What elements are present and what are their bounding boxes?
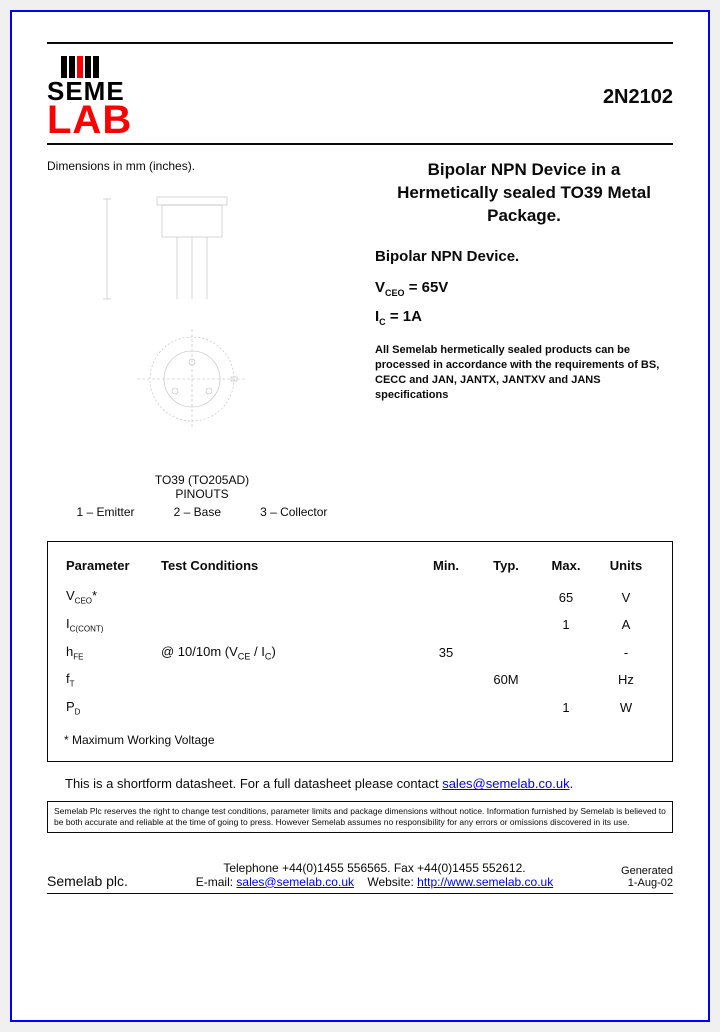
cell-cond (159, 611, 416, 639)
table-row: IC(CONT) 1A (64, 611, 656, 639)
cell-units: - (596, 639, 656, 667)
col-units: Units (596, 554, 656, 583)
cell-typ (476, 694, 536, 722)
cell-param: fT (64, 666, 159, 694)
datasheet-page: SEME LAB 2N2102 Dimensions in mm (inches… (10, 10, 710, 1022)
table-header-row: Parameter Test Conditions Min. Typ. Max.… (64, 554, 656, 583)
cell-min: 35 (416, 639, 476, 667)
pinouts-title: TO39 (TO205AD) PINOUTS (47, 473, 357, 501)
col-conditions: Test Conditions (159, 554, 416, 583)
table-row: hFE@ 10/10m (VCE / IC)35 - (64, 639, 656, 667)
cell-cond (159, 694, 416, 722)
mechanical-column: Dimensions in mm (inches). (47, 159, 357, 519)
pinouts-line1: TO39 (TO205AD) (47, 473, 357, 487)
cell-typ (476, 583, 536, 611)
shortform-email-link[interactable]: sales@semelab.co.uk (442, 776, 569, 791)
cell-cond (159, 666, 416, 694)
cell-min (416, 583, 476, 611)
pinouts-row: 1 – Emitter 2 – Base 3 – Collector (47, 505, 357, 519)
cell-typ: 60M (476, 666, 536, 694)
vceo-line: VCEO = 65V (375, 279, 673, 298)
pin-2: 2 – Base (174, 505, 221, 519)
package-drawing-icon (47, 179, 317, 459)
shortform-text-before: This is a shortform datasheet. For a ful… (65, 776, 442, 791)
footer-phone: Telephone +44(0)1455 556565. Fax +44(0)1… (128, 861, 621, 875)
cell-max (536, 639, 596, 667)
cell-units: W (596, 694, 656, 722)
semelab-logo: SEME LAB (47, 56, 207, 137)
col-max: Max. (536, 554, 596, 583)
cell-typ (476, 611, 536, 639)
pinouts-line2: PINOUTS (47, 487, 357, 501)
top-rule (47, 42, 673, 44)
cell-min (416, 694, 476, 722)
table-footnote: * Maximum Working Voltage (64, 733, 656, 747)
bottom-rule (47, 893, 673, 894)
logo-bars-icon (61, 56, 207, 78)
cell-max (536, 666, 596, 694)
cell-units: V (596, 583, 656, 611)
dimensions-caption: Dimensions in mm (inches). (47, 159, 357, 173)
cell-typ (476, 639, 536, 667)
cell-units: A (596, 611, 656, 639)
footer-row: Semelab plc. Telephone +44(0)1455 556565… (47, 861, 673, 889)
cell-cond (159, 583, 416, 611)
part-number: 2N2102 (603, 86, 673, 109)
cell-param: PD (64, 694, 159, 722)
footer-email-link[interactable]: sales@semelab.co.uk (236, 875, 354, 889)
col-parameter: Parameter (64, 554, 159, 583)
cell-param: VCEO* (64, 583, 159, 611)
col-min: Min. (416, 554, 476, 583)
table-row: VCEO* 65V (64, 583, 656, 611)
cell-units: Hz (596, 666, 656, 694)
compliance-text: All Semelab hermetically sealed products… (375, 343, 673, 402)
table-row: fT 60M Hz (64, 666, 656, 694)
cell-param: hFE (64, 639, 159, 667)
pin-1: 1 – Emitter (77, 505, 135, 519)
disclaimer-box: Semelab Plc reserves the right to change… (47, 801, 673, 832)
cell-min (416, 666, 476, 694)
generated-date: 1-Aug-02 (621, 877, 673, 889)
shortform-text-after: . (570, 776, 574, 791)
table-row: PD 1W (64, 694, 656, 722)
device-line: Bipolar NPN Device. (375, 248, 673, 265)
pin-3: 3 – Collector (260, 505, 327, 519)
header-row: SEME LAB 2N2102 (47, 56, 673, 137)
shortform-notice: This is a shortform datasheet. For a ful… (65, 776, 673, 791)
description-column: Bipolar NPN Device in a Hermetically sea… (375, 159, 673, 519)
footer-right: Generated 1-Aug-02 (621, 865, 673, 889)
footer-links: E-mail: sales@semelab.co.uk Website: htt… (128, 875, 621, 889)
footer-company: Semelab plc. (47, 873, 128, 889)
cell-param: IC(CONT) (64, 611, 159, 639)
generated-label: Generated (621, 865, 673, 877)
cell-max: 1 (536, 694, 596, 722)
logo-text-lab: LAB (47, 103, 207, 137)
mid-rule (47, 143, 673, 145)
footer-website-link[interactable]: http://www.semelab.co.uk (417, 875, 553, 889)
parameters-table: Parameter Test Conditions Min. Typ. Max.… (47, 541, 673, 762)
cell-min (416, 611, 476, 639)
mechanical-drawing (47, 179, 317, 459)
footer-left: Semelab plc. (47, 873, 128, 889)
cell-cond: @ 10/10m (VCE / IC) (159, 639, 416, 667)
mid-section: Dimensions in mm (inches). (47, 159, 673, 519)
cell-max: 65 (536, 583, 596, 611)
col-typ: Typ. (476, 554, 536, 583)
description-title: Bipolar NPN Device in a Hermetically sea… (375, 159, 673, 228)
ic-line: IC = 1A (375, 308, 673, 327)
cell-max: 1 (536, 611, 596, 639)
footer-center: Telephone +44(0)1455 556565. Fax +44(0)1… (128, 861, 621, 889)
